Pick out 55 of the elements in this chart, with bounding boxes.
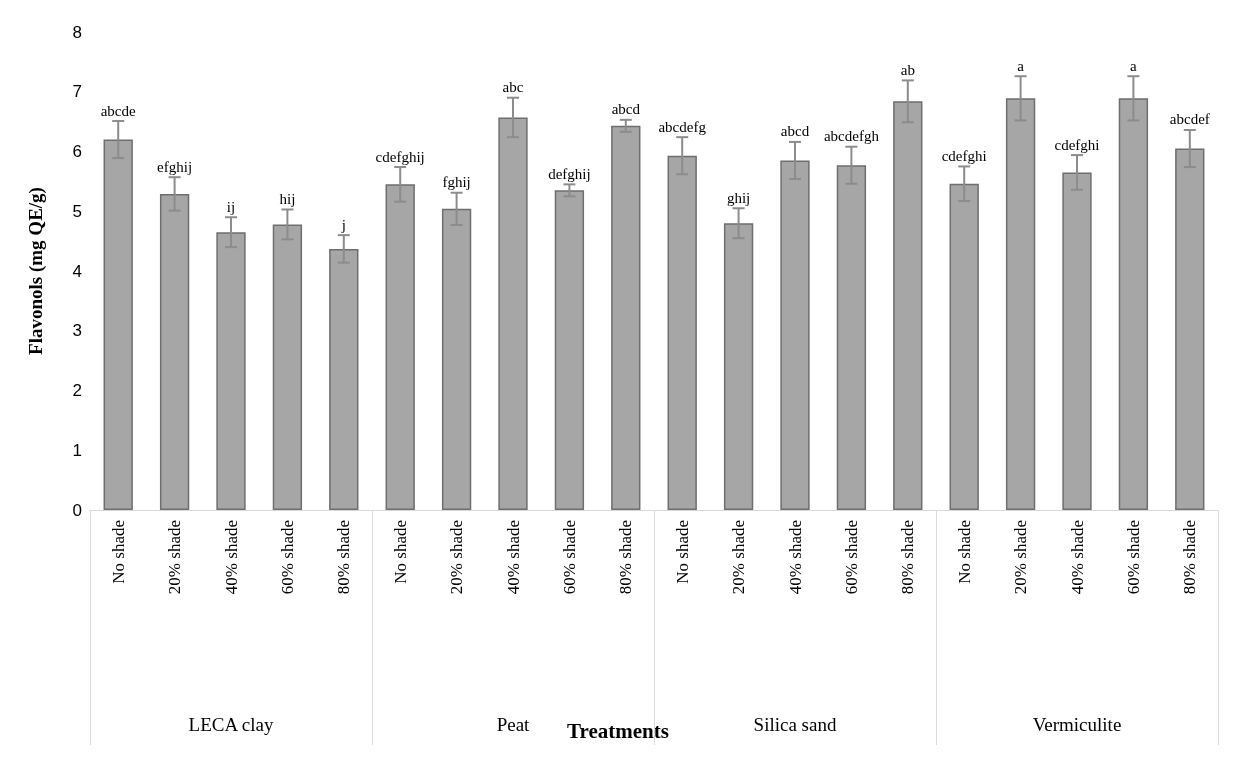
x-tick-label: 80% shade <box>616 520 636 595</box>
data-label: cdefghi <box>1054 136 1100 153</box>
y-tick-label: 8 <box>72 22 82 42</box>
y-tick-label: 2 <box>72 381 82 400</box>
y-tick-label: 4 <box>72 261 82 281</box>
data-label: a <box>1017 57 1025 74</box>
x-tick-label: 20% shade <box>729 520 749 595</box>
y-tick-label: 1 <box>72 440 82 460</box>
data-label: ij <box>226 198 236 215</box>
x-tick-label: 80% shade <box>334 520 354 595</box>
text: LECA clay <box>188 714 274 735</box>
x-tick-label: No shade <box>672 520 692 584</box>
data-label: defghij <box>548 165 591 182</box>
text: Treatments <box>567 718 669 743</box>
data-label: abcdefgh <box>823 128 880 145</box>
y-tick-label: 5 <box>72 201 82 221</box>
x-tick-label: 40% shade <box>503 520 523 595</box>
y-tick-label: 6 <box>72 142 82 161</box>
text: Peat <box>496 714 531 735</box>
x-tick-label: 80% shade <box>898 520 918 595</box>
x-tick-label: 60% shade <box>841 520 861 595</box>
data-label: abcd <box>780 123 810 140</box>
x-tick-label: No shade <box>390 520 410 584</box>
text: Vermiculite <box>1032 714 1122 735</box>
x-tick-label: 20% shade <box>447 520 467 595</box>
data-label: a <box>1130 57 1138 74</box>
data-label: hij <box>279 190 296 207</box>
data-label: cdefghi <box>941 147 987 164</box>
text: Silica sand <box>753 714 837 735</box>
y-tick-label: 0 <box>72 500 82 520</box>
data-label: abc <box>502 79 524 96</box>
x-tick-label: 20% shade <box>1011 520 1031 595</box>
data-label: fghij <box>442 174 471 191</box>
x-tick-label: 20% shade <box>165 520 185 595</box>
y-tick-label: 7 <box>72 82 82 102</box>
data-label: abcdefg <box>658 118 707 135</box>
y-tick-label: 3 <box>72 321 82 341</box>
x-tick-label: No shade <box>108 520 128 584</box>
x-tick-label: 60% shade <box>1123 520 1143 595</box>
x-tick-label: 40% shade <box>1067 520 1087 595</box>
y-axis-title: Flavonols (mg QE/g) <box>25 187 47 355</box>
data-label: abcd <box>611 101 641 118</box>
data-label: ab <box>900 61 915 78</box>
data-label: cdefghij <box>375 148 425 165</box>
x-tick-label: 80% shade <box>1180 520 1200 595</box>
data-label: abcde <box>100 102 137 119</box>
x-tick-label: 60% shade <box>277 520 297 595</box>
data-label: abcdef <box>1169 111 1210 128</box>
x-tick-label: 40% shade <box>221 520 241 595</box>
x-tick-label: No shade <box>954 520 974 584</box>
data-label: j <box>340 216 346 233</box>
x-tick-label: 60% shade <box>559 520 579 595</box>
data-label: ghij <box>726 189 751 206</box>
data-label: efghij <box>157 158 193 175</box>
x-tick-label: 40% shade <box>785 520 805 595</box>
